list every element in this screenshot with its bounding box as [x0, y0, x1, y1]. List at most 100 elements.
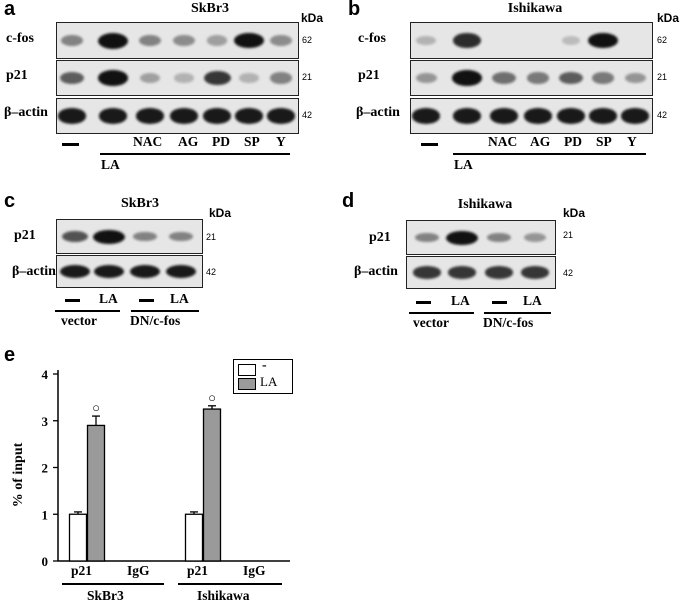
legend-label: - [262, 358, 267, 373]
protein-band [523, 232, 547, 243]
protein-band [588, 108, 618, 124]
y-tick-label: 3 [42, 414, 49, 429]
kda-label: kDa [563, 206, 586, 220]
mw-marker: 21 [302, 72, 313, 82]
protein-band [588, 32, 618, 49]
mw-marker: 42 [657, 110, 668, 120]
mw-marker: 42 [206, 267, 217, 277]
protein-band [484, 266, 514, 279]
y-axis-label: % of input [11, 442, 26, 507]
lane-label: LA [523, 293, 542, 308]
legend-swatch-untreated [238, 364, 256, 376]
row-label-cfos: c-fos [6, 31, 34, 46]
panel-title: SkBr3 [190, 1, 230, 16]
lane-label: LA [170, 291, 189, 306]
lane-label: LA [99, 291, 118, 306]
protein-band [165, 264, 197, 279]
mw-marker: 21 [657, 72, 668, 82]
lane-label: NAC [133, 134, 163, 149]
protein-band [129, 264, 161, 279]
protein-band [487, 232, 511, 243]
protein-band [412, 266, 442, 279]
group-label: SkBr3 [87, 588, 124, 603]
group-label: vector [413, 315, 449, 330]
y-tick-label: 4 [42, 367, 49, 382]
legend: - LA [233, 358, 293, 394]
protein-band [452, 70, 482, 86]
untreated-dash [65, 299, 80, 302]
protein-band [234, 32, 264, 49]
group-label: DN/c-fos [130, 313, 181, 328]
panel-title: Ishikawa [507, 1, 563, 16]
row-label-actin: β–actin [354, 264, 398, 279]
protein-band [452, 108, 482, 124]
protein-band [234, 108, 264, 124]
blot-strip-actin [410, 98, 653, 134]
untreated-dash [62, 143, 79, 146]
group-bar [131, 310, 199, 312]
protein-band [266, 108, 296, 124]
protein-band [415, 232, 439, 243]
protein-band [60, 34, 84, 47]
mw-marker: 21 [206, 232, 217, 242]
protein-band [139, 72, 161, 84]
row-label-actin: β–actin [4, 105, 48, 120]
group-label: Ishikawa [197, 588, 250, 603]
lane-label: SP [596, 134, 612, 149]
row-label-p21: p21 [358, 68, 380, 83]
protein-band [239, 73, 259, 83]
lane-label: LA [451, 293, 470, 308]
blot-strip-actin [56, 255, 203, 288]
group-bar [62, 583, 164, 585]
protein-band [446, 230, 478, 245]
y-tick-label: 2 [42, 461, 49, 476]
treatment-bar [453, 153, 646, 155]
protein-band [520, 266, 550, 279]
mw-marker: 42 [302, 110, 313, 120]
protein-band [558, 71, 584, 85]
mw-marker: 42 [563, 268, 574, 278]
protein-band [447, 266, 477, 279]
lane-label: Y [276, 134, 286, 149]
protein-band [98, 108, 128, 124]
panel-letter: b [348, 0, 361, 20]
untreated-dash [416, 301, 431, 304]
protein-band [59, 264, 91, 279]
protein-band [93, 229, 125, 244]
mw-marker: 62 [657, 35, 668, 45]
bar-la [86, 424, 106, 562]
significance-marker: ○ [208, 390, 216, 405]
protein-band [174, 73, 194, 83]
protein-band [492, 71, 516, 84]
bar-untreated [184, 513, 204, 562]
protein-band [169, 108, 199, 124]
untreated-dash [421, 143, 438, 146]
protein-band [591, 72, 615, 84]
row-label-p21: p21 [6, 68, 28, 83]
untreated-dash [139, 299, 154, 302]
target-label: p21 [71, 563, 93, 578]
kda-label: kDa [657, 11, 680, 25]
protein-band [59, 71, 85, 85]
protein-band [411, 108, 441, 124]
protein-band [61, 230, 89, 243]
protein-band [416, 35, 436, 46]
chip-bar-chart: 0 1 2 3 4 ○ ○ % of input [11, 367, 290, 569]
lane-label: PD [212, 134, 230, 149]
protein-band [620, 108, 650, 124]
protein-band [453, 33, 481, 48]
group-label: DN/c-fos [483, 315, 534, 330]
protein-band [135, 108, 165, 124]
blot-strip-p21 [56, 219, 203, 254]
lane-label: LA [101, 157, 120, 172]
blot-strip-cfos [56, 22, 299, 59]
panel-title: Ishikawa [457, 197, 513, 212]
target-label: p21 [187, 563, 209, 578]
group-bar [55, 310, 120, 312]
panel-title: SkBr3 [120, 196, 160, 211]
protein-band [98, 32, 128, 49]
kda-label: kDa [301, 11, 324, 25]
protein-band [270, 35, 292, 46]
protein-band [93, 264, 125, 279]
blot-strip-p21 [56, 60, 299, 96]
